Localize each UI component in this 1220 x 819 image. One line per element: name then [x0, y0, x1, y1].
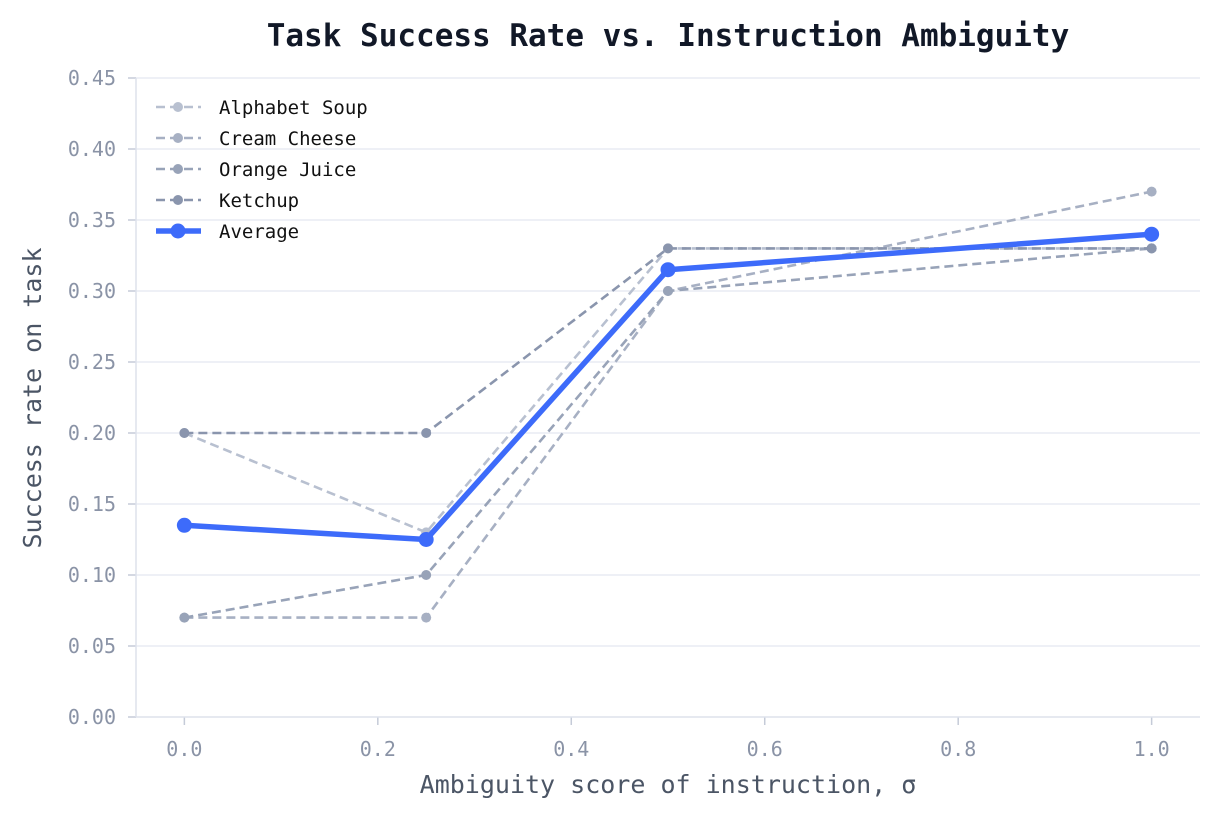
- data-point-ketchup: [1146, 243, 1157, 254]
- series-line-average: [181, 231, 1155, 543]
- data-point-orange-juice: [179, 612, 190, 623]
- data-point-orange-juice: [421, 570, 432, 580]
- y-tick-label: 0.45: [68, 66, 116, 90]
- legend-marker-ketchup: [173, 195, 183, 205]
- x-tick-label: 0.6: [747, 737, 783, 761]
- legend-marker-average: [170, 223, 186, 239]
- x-tick-label: 0.4: [553, 737, 589, 761]
- legend-label-orange-juice: Orange Juice: [219, 159, 356, 181]
- y-tick-label: 0.00: [68, 705, 116, 729]
- y-tick-label: 0.40: [68, 137, 116, 161]
- legend-label-alphabet-soup: Alphabet Soup: [219, 97, 368, 119]
- axes: 0.00 0.05 0.10 0.15 0.20 0.25 0.30 0.35 0.40 0.45…: [68, 66, 1200, 761]
- series-line-orange-juice: [184, 247, 1152, 619]
- legend-label-average: Average: [219, 221, 299, 243]
- data-point-average: [1144, 226, 1160, 242]
- data-point-orange-juice: [663, 286, 673, 296]
- data-point-ketchup: [179, 428, 190, 438]
- data-point-cream-cheese: [1146, 186, 1157, 197]
- data-point-ketchup: [663, 243, 673, 254]
- data-point-average: [660, 262, 676, 278]
- y-axis-label: Success rate on task: [18, 247, 47, 548]
- x-tick-label: 0.8: [940, 737, 976, 761]
- y-tick-label: 0.30: [68, 279, 116, 303]
- legend-item-average: Average: [156, 221, 299, 243]
- chart-title: Task Success Rate vs. Instruction Ambigu…: [267, 18, 1070, 54]
- series-lines: [176, 186, 1160, 623]
- x-tick-label: 0.0: [166, 737, 202, 761]
- y-tick-label: 0.25: [68, 350, 116, 374]
- legend-item-ketchup: Ketchup: [156, 190, 299, 212]
- series-average: [176, 226, 1160, 547]
- legend-marker-orange-juice: [173, 164, 183, 174]
- legend-item-cream-cheese: Cream Cheese: [156, 128, 356, 150]
- legend: Alphabet Soup Cream Cheese Orange Juice Ket…: [156, 97, 368, 243]
- y-tick-label: 0.10: [68, 563, 116, 587]
- y-tick-label: 0.35: [68, 208, 116, 232]
- legend-label-cream-cheese: Cream Cheese: [219, 128, 356, 150]
- data-point-average: [418, 532, 434, 547]
- data-point-average: [176, 517, 192, 533]
- data-point-ketchup: [421, 428, 432, 438]
- y-tick-label: 0.15: [68, 492, 116, 516]
- series-line-ketchup: [184, 247, 1152, 435]
- x-axis-label: Ambiguity score of instruction, σ: [420, 770, 917, 799]
- y-tick-label: 0.20: [68, 421, 116, 445]
- legend-item-orange-juice: Orange Juice: [156, 159, 356, 181]
- x-tick-label: 0.2: [360, 737, 396, 761]
- legend-item-alphabet-soup: Alphabet Soup: [156, 97, 368, 119]
- legend-marker-alphabet-soup: [173, 102, 183, 112]
- legend-marker-cream-cheese: [173, 133, 183, 143]
- legend-label-ketchup: Ketchup: [219, 190, 299, 212]
- x-tick-label: 1.0: [1134, 737, 1170, 761]
- y-tick-label: 0.05: [68, 634, 116, 658]
- data-point-cream-cheese: [421, 612, 432, 623]
- series-ketchup: [179, 243, 1157, 438]
- series-line-cream-cheese: [184, 190, 1152, 619]
